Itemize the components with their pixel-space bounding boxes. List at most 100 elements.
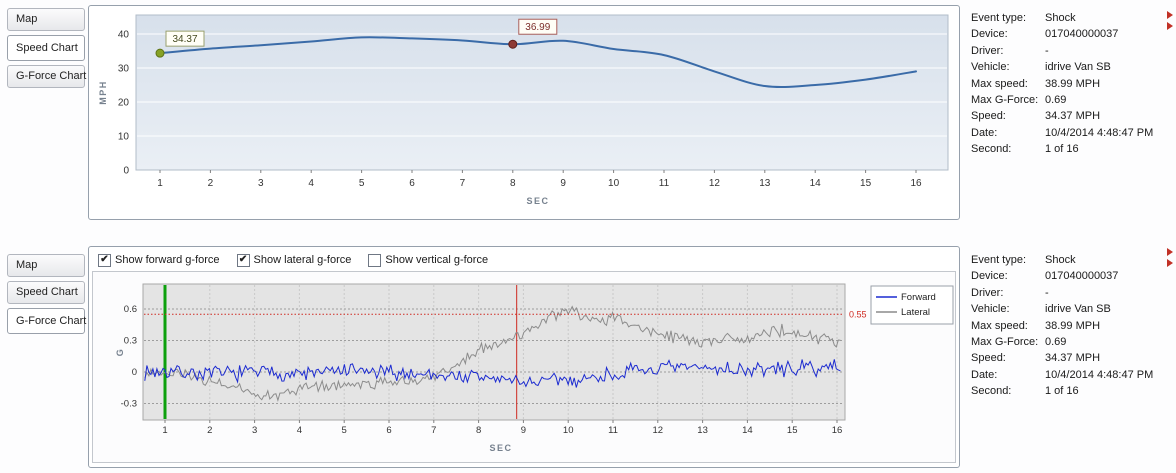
x-axis-title: SEC — [526, 196, 549, 206]
info-row-max-speed: Max speed: 38.99 MPH — [971, 318, 1176, 334]
event-info-panel: Event type: Shock Device: 017040000037 Drive… — [960, 3, 1176, 158]
tab-g-force-chart[interactable]: G-Force Chart — [7, 65, 86, 88]
checkbox-show-lateral-g-force[interactable]: ✔ Show lateral g-force — [236, 253, 352, 267]
x-tick-label: 6 — [386, 425, 391, 436]
info-label: Vehicle: — [971, 303, 1010, 316]
info-row-speed: Speed: 34.37 MPH — [971, 108, 1176, 124]
info-value: 38.99 MPH — [1045, 319, 1101, 332]
y-tick-label: 0.3 — [124, 336, 137, 347]
start-marker-label-box — [165, 30, 205, 47]
collapse-arrows-icon[interactable] — [1167, 8, 1173, 33]
x-tick-label: 12 — [709, 178, 721, 189]
info-value: Shock — [1045, 254, 1076, 266]
speed-tab-strip: Map Speed Chart G-Force Chart — [0, 3, 88, 88]
info-value: idrive Van SB — [1045, 303, 1111, 316]
checkbox-show-vertical-g-force[interactable]: Show vertical g-force — [368, 253, 489, 267]
x-tick-label: 3 — [252, 425, 257, 436]
info-row-max-g-force: Max G-Force: 0.69 — [971, 334, 1176, 350]
info-value: - — [1045, 44, 1049, 57]
info-label: Event type: — [971, 254, 1027, 266]
y-tick-label: 20 — [118, 98, 130, 109]
info-label: Date: — [971, 368, 998, 381]
series-forward — [144, 359, 841, 388]
start-marker-icon — [155, 48, 165, 58]
x-tick-label: 8 — [476, 425, 481, 436]
tab-speed-chart[interactable]: Speed Chart — [7, 281, 85, 304]
x-tick-label: 13 — [697, 425, 708, 436]
tab-g-force-chart[interactable]: G-Force Chart — [7, 308, 86, 334]
checkbox-label: Show lateral g-force — [253, 254, 352, 266]
info-row-driver: Driver: - — [971, 43, 1176, 59]
x-tick-label: 9 — [521, 425, 526, 436]
speed-plot-area — [135, 14, 949, 171]
speed-line — [159, 36, 917, 88]
info-row-second: Second: 1 of 16 — [971, 141, 1176, 157]
checkbox-icon[interactable] — [368, 253, 382, 267]
x-tick-label: 4 — [297, 425, 302, 436]
y-tick-label: 0 — [132, 367, 137, 378]
event-info-rows: Event type: Shock Device: 017040000037 Drive… — [971, 252, 1176, 400]
x-tick-label: 15 — [860, 178, 872, 189]
info-value: 1 of 16 — [1045, 385, 1079, 398]
event-marker-label: 36.99 — [525, 22, 550, 33]
info-label: Device: — [971, 270, 1008, 283]
info-value: 0.69 — [1045, 336, 1067, 349]
info-label: Speed: — [971, 352, 1006, 365]
x-tick-label: 9 — [560, 178, 566, 189]
legend-label: Lateral — [901, 307, 930, 318]
legend: Forward Lateral — [870, 285, 954, 325]
x-tick-label: 14 — [742, 425, 753, 436]
event-marker-label-box — [518, 18, 558, 35]
info-label: Max speed: — [971, 319, 1028, 332]
gforce-chart: 1 2 3 4 5 6 7 8 9 10 11 12 13 14 15 16-0.300.30.6 0.55GS… — [115, 283, 954, 453]
info-value: 10/4/2014 4:48:47 PM — [1045, 126, 1154, 139]
info-label: Driver: — [971, 286, 1004, 299]
x-tick-label: 4 — [308, 178, 314, 189]
y-tick-label: 30 — [118, 64, 130, 75]
collapse-arrows-icon[interactable] — [1167, 245, 1173, 270]
y-axis-title: G — [115, 348, 125, 357]
info-value: idrive Van SB — [1045, 61, 1111, 74]
info-label: Driver: — [971, 44, 1004, 57]
checkbox-label: Show forward g-force — [115, 254, 220, 266]
info-row-max-g-force: Max G-Force: 0.69 — [971, 92, 1176, 108]
x-tick-label: 15 — [787, 425, 798, 436]
info-label: Second: — [971, 385, 1012, 398]
info-label: Device: — [971, 28, 1008, 41]
x-tick-label: 5 — [342, 425, 347, 436]
event-info-panel: Event type: Shock Device: 017040000037 Drive… — [960, 240, 1176, 400]
y-tick-label: 40 — [118, 30, 130, 41]
y-tick-label: 0.6 — [124, 304, 137, 315]
x-tick-label: 3 — [258, 178, 264, 189]
gforce-plot-area — [142, 283, 846, 421]
x-tick-label: 8 — [510, 178, 516, 189]
x-tick-label: 2 — [207, 425, 212, 436]
red-arrow-icon — [1167, 248, 1173, 256]
checkbox-show-forward-g-force[interactable]: ✔ Show forward g-force — [98, 253, 220, 267]
info-value: 1 of 16 — [1045, 143, 1079, 156]
gforce-chart-box: ✔ Show forward g-force ✔ Show lateral g-for… — [88, 246, 960, 468]
info-value: 38.99 MPH — [1045, 77, 1101, 90]
info-value: 10/4/2014 4:48:47 PM — [1045, 368, 1154, 381]
x-tick-label: 16 — [910, 178, 922, 189]
x-tick-label: 6 — [409, 178, 415, 189]
checkbox-icon[interactable]: ✔ — [98, 253, 111, 267]
info-label: Max G-Force: — [971, 336, 1039, 349]
tab-speed-chart[interactable]: Speed Chart — [7, 35, 85, 61]
info-row-second: Second: 1 of 16 — [971, 383, 1176, 399]
tab-map[interactable]: Map — [7, 254, 85, 277]
y-tick-label: -0.3 — [121, 399, 137, 410]
checkbox-label: Show vertical g-force — [385, 254, 489, 266]
info-row-event-type: Event type: Shock — [971, 10, 1176, 26]
info-row-date: Date: 10/4/2014 4:48:47 PM — [971, 125, 1176, 141]
checkbox-icon[interactable]: ✔ — [236, 253, 250, 267]
event-marker-icon — [508, 39, 518, 49]
info-label: Max speed: — [971, 77, 1028, 90]
info-label: Vehicle: — [971, 61, 1010, 74]
info-value: 017040000037 — [1045, 28, 1119, 41]
tab-map[interactable]: Map — [7, 8, 85, 31]
event-info-rows: Event type: Shock Device: 017040000037 Drive… — [971, 10, 1176, 158]
x-tick-label: 14 — [810, 178, 822, 189]
